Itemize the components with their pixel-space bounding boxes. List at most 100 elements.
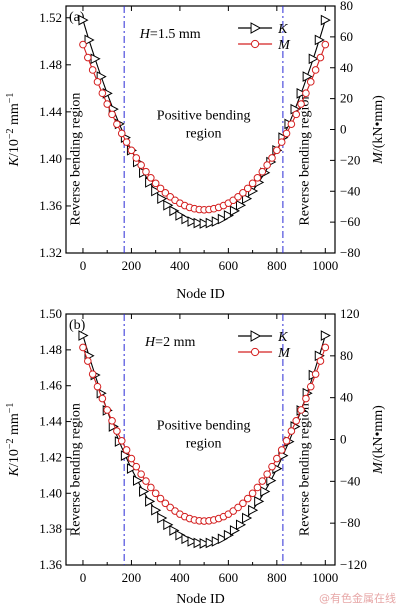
data-point-K <box>302 71 313 82</box>
y-left-tick-label: 1.42 <box>39 449 62 464</box>
region-label-center: Positive bending <box>157 109 251 124</box>
data-point-M <box>137 470 145 478</box>
data-point-K <box>139 486 150 497</box>
y-right-tick-label: −60 <box>340 214 360 229</box>
data-point-K <box>199 538 210 549</box>
data-point-M <box>239 189 247 197</box>
data-point-M <box>263 470 271 478</box>
y-right-tick-label: 80 <box>340 348 353 363</box>
data-point-K <box>169 525 180 536</box>
data-point-K <box>211 536 222 547</box>
data-point-M <box>306 382 315 391</box>
y-right-axis-title-part: M <box>371 461 386 475</box>
data-point-K <box>242 193 253 204</box>
y-left-tick-label: 1.48 <box>39 342 62 357</box>
data-point-M <box>132 154 141 162</box>
data-point-K <box>217 533 228 545</box>
series-line-M <box>82 347 326 522</box>
y-left-tick-label: 1.32 <box>39 245 62 260</box>
y-left-axis-title: K/10−2 mm−1 <box>5 403 22 478</box>
data-point-M <box>321 343 330 352</box>
data-point-M <box>151 489 160 498</box>
data-point-M <box>137 161 145 169</box>
data-point-M <box>263 161 271 169</box>
data-point-M <box>273 146 281 155</box>
y-left-tick-label: 1.52 <box>39 10 62 25</box>
data-point-M <box>268 154 276 162</box>
y-right-tick-label: 0 <box>340 122 347 137</box>
data-point-M <box>248 489 257 498</box>
parameter-label: H=1.5 mm <box>139 27 201 42</box>
parameter-label-part: =1.5 mm <box>150 27 201 42</box>
data-point-K <box>187 216 198 227</box>
data-point-K <box>296 88 307 99</box>
legend-marker <box>250 22 262 34</box>
data-point-M <box>316 357 325 365</box>
data-point-M <box>108 110 116 119</box>
legend-marker <box>250 347 260 357</box>
y-right-tick-label: 60 <box>340 29 353 44</box>
data-point-M <box>297 406 305 414</box>
parameter-label-part: H <box>144 335 156 350</box>
y-right-axis-title: M/(kN•mm) <box>371 95 386 165</box>
data-point-M <box>302 89 310 98</box>
data-point-K <box>78 330 89 341</box>
data-point-K <box>84 34 95 46</box>
data-point-K <box>151 185 162 197</box>
data-point-M <box>282 129 291 138</box>
data-point-K <box>157 193 168 204</box>
y-right-tick-label: −20 <box>340 152 360 167</box>
data-point-M <box>321 40 330 49</box>
y-left-axis-title-part: /10 <box>7 449 22 467</box>
x-tick-label: 0 <box>80 570 87 585</box>
data-point-M <box>127 146 136 155</box>
data-point-M <box>234 193 242 201</box>
data-point-K <box>229 205 240 217</box>
data-point-M <box>258 167 267 176</box>
x-tick-label: 600 <box>219 258 239 273</box>
x-tick-label: 0 <box>80 258 87 273</box>
data-point-K <box>90 53 101 65</box>
data-point-M <box>277 138 286 146</box>
data-point-M <box>103 406 111 414</box>
data-point-K <box>266 475 277 486</box>
region-label-center: region <box>186 436 222 451</box>
y-right-tick-label: 0 <box>340 432 347 447</box>
data-point-M <box>113 427 121 435</box>
data-point-K <box>229 525 240 536</box>
data-point-K <box>175 210 186 221</box>
data-point-M <box>88 370 97 378</box>
y-left-axis-title: K/10−2 mm−1 <box>5 93 22 168</box>
y-left-tick-label: 1.48 <box>39 57 62 72</box>
data-point-M <box>297 100 305 108</box>
data-point-K <box>151 504 162 516</box>
data-point-M <box>306 78 315 86</box>
x-tick-label: 600 <box>219 570 239 585</box>
parameter-label-part: H <box>139 27 151 42</box>
data-point-M <box>292 110 301 119</box>
data-point-K <box>320 330 331 341</box>
x-tick-label: 800 <box>267 258 287 273</box>
region-label-right: Reverse bending region <box>297 93 312 226</box>
data-point-K <box>320 14 331 26</box>
y-left-tick-label: 1.50 <box>39 306 62 321</box>
region-label-center: region <box>186 127 222 142</box>
y-left-axis-title-part: −2 <box>5 439 16 450</box>
x-tick-label: 1000 <box>312 258 338 273</box>
legend-marker <box>250 39 260 49</box>
region-label-left: Reverse bending region <box>68 403 83 536</box>
data-point-K <box>217 213 228 225</box>
data-point-K <box>211 216 222 227</box>
data-point-M <box>243 494 252 503</box>
data-point-M <box>253 483 262 492</box>
data-point-M <box>277 446 286 454</box>
data-point-M <box>287 120 296 128</box>
data-point-M <box>156 184 165 193</box>
data-point-M <box>93 78 102 86</box>
y-right-tick-label: −80 <box>340 245 360 260</box>
x-tick-label: 400 <box>170 570 190 585</box>
data-point-M <box>282 436 291 445</box>
data-point-M <box>84 357 92 365</box>
x-tick-label: 200 <box>122 258 142 273</box>
